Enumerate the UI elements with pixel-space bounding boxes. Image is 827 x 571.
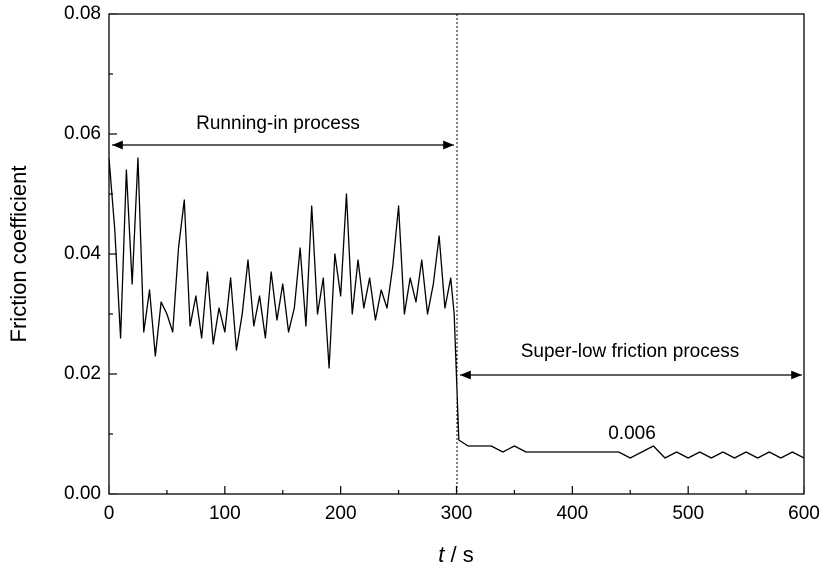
x-tick-label: 100 (209, 503, 241, 524)
annotation: Super-low friction process (521, 341, 740, 362)
y-tick-label: 0.00 (64, 483, 101, 504)
x-tick-label: 300 (441, 503, 473, 524)
y-tick-label: 0.06 (64, 123, 101, 144)
x-tick-label: 400 (556, 503, 588, 524)
data-line (108, 157, 805, 459)
x-tick-label: 0 (104, 503, 115, 524)
x-axis-unit: / s (451, 542, 474, 567)
y-tick-label: 0.02 (64, 363, 101, 384)
y-tick-label: 0.08 (64, 3, 101, 24)
x-tick-label: 500 (672, 503, 704, 524)
x-tick-label: 200 (325, 503, 357, 524)
annotation: 0.006 (608, 423, 656, 444)
x-axis-symbol: t (438, 542, 445, 567)
annotation: Running-in process (196, 113, 360, 134)
y-axis-label: Friction coefficient (6, 166, 31, 343)
x-tick-label: 600 (788, 503, 820, 524)
y-tick-label: 0.04 (64, 243, 101, 264)
x-axis-label: t / s (438, 542, 473, 567)
